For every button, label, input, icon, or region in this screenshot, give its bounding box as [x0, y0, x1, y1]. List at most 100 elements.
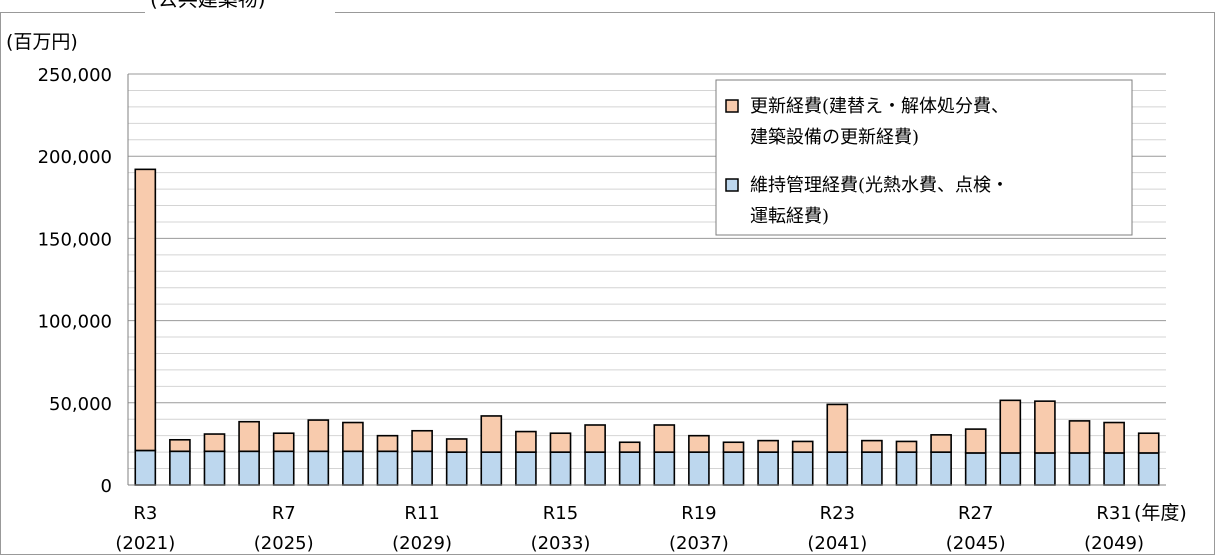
bar-segment-maintenance: [342, 450, 364, 486]
x-tick-year-label: (2033): [531, 533, 591, 554]
bar-segment-maintenance: [826, 451, 849, 486]
bar-segment-maintenance: [618, 451, 641, 486]
bar-segment-update: [411, 429, 433, 453]
y-tick-label: 250,000: [38, 65, 112, 86]
bar-segment-update: [584, 424, 606, 453]
bar-segment-update: [342, 421, 364, 453]
bar-segment-maintenance: [307, 450, 330, 486]
chart-title: (公共建築物): [150, 0, 266, 11]
x-tick-label: R27: [958, 503, 993, 524]
legend-label-maintenance-line1: 維持管理経費(光熱水費、点検・: [750, 175, 1009, 196]
bar-segment-maintenance: [203, 450, 226, 486]
bar-segment-update: [1137, 432, 1160, 454]
bar-segment-maintenance: [964, 452, 987, 486]
bar-segment-update: [1103, 421, 1125, 454]
bar-segment-maintenance: [480, 451, 503, 486]
bar-segment-maintenance: [1068, 452, 1091, 486]
bar-segment-maintenance: [134, 449, 157, 486]
x-tick-year-label: (2029): [392, 533, 452, 554]
bar-segment-update: [999, 399, 1022, 454]
bar-segment-update: [653, 424, 676, 453]
bar-segment-update: [1034, 400, 1056, 454]
x-axis-label: (年度): [1134, 502, 1187, 524]
bar-segment-maintenance: [1103, 452, 1125, 486]
legend-label-update-line2: 建築設備の更新経費): [750, 127, 919, 148]
bar-segment-maintenance: [653, 451, 676, 486]
bar-segment-update: [618, 441, 641, 453]
legend-label-maintenance-line2: 運転経費): [750, 206, 829, 227]
bar-segment-update: [376, 434, 399, 453]
bar-segment-maintenance: [722, 451, 745, 486]
y-tick-label: 200,000: [38, 147, 112, 168]
y-tick-label: 100,000: [38, 312, 112, 333]
bar-segment-maintenance: [1034, 452, 1056, 486]
bar-segment-maintenance: [895, 451, 918, 486]
bar-segment-update: [169, 438, 191, 453]
bar-segment-update: [826, 403, 849, 453]
bar-segment-maintenance: [688, 451, 710, 486]
bar-segment-maintenance: [791, 451, 814, 486]
bar-segment-update: [722, 441, 745, 453]
bar-segment-update: [757, 439, 779, 453]
axes: [127, 74, 1166, 486]
bar-segment-maintenance: [169, 450, 191, 486]
bar-segment-update: [203, 433, 226, 453]
legend-box: [715, 79, 1133, 236]
bar-segment-maintenance: [1137, 452, 1160, 486]
title-mask: [145, 0, 335, 14]
x-tick-year-label: (2049): [1084, 533, 1144, 554]
bar-segment-maintenance: [930, 451, 952, 486]
bar-segment-update: [1068, 420, 1091, 454]
x-tick-label: R15: [543, 503, 578, 524]
x-tick-label: R31: [1096, 503, 1131, 524]
x-tick-year-label: (2025): [254, 533, 314, 554]
x-tick-year-label: (2045): [946, 533, 1006, 554]
y-axis-label: (百万円): [6, 31, 78, 53]
bars: [134, 168, 1160, 486]
y-tick-label: 0: [101, 476, 112, 497]
x-tick-label: R19: [681, 503, 716, 524]
bar-segment-maintenance: [861, 451, 883, 486]
y-tick-label: 150,000: [38, 229, 112, 250]
bar-segment-update: [895, 440, 918, 453]
bar-segment-update: [861, 439, 883, 453]
legend: 更新経費(建替え・解体処分費、 建築設備の更新経費) 維持管理経費(光熱水費、点…: [715, 79, 1133, 236]
x-tick-year-label: (2021): [115, 533, 175, 554]
bar-segment-maintenance: [445, 451, 468, 486]
bar-segment-update: [134, 168, 157, 452]
y-ticks: 0 50,000 100,000 150,000 200,000 250,000: [38, 65, 112, 497]
bar-segment-maintenance: [238, 450, 260, 486]
y-tick-label: 50,000: [49, 394, 112, 415]
bar-segment-update: [964, 428, 987, 454]
legend-swatch-update: [725, 99, 739, 113]
bar-segment-update: [549, 432, 572, 453]
legend-swatch-maintenance: [725, 178, 739, 192]
bar-segment-update: [445, 438, 468, 453]
bar-segment-update: [791, 440, 814, 453]
x-ticks: R3 (2021) R7 (2025) R11 (2029) R15 (2033) R19 (20…: [115, 503, 1144, 554]
x-tick-label: R23: [820, 503, 855, 524]
x-tick-year-label: (2041): [807, 533, 867, 554]
bar-segment-maintenance: [549, 451, 572, 486]
bar-segment-update: [515, 430, 537, 453]
bar-segment-update: [480, 415, 503, 453]
x-tick-label: R11: [404, 503, 439, 524]
bar-segment-update: [930, 434, 952, 453]
x-tick-year-label: (2037): [669, 533, 729, 554]
bar-segment-update: [688, 434, 710, 453]
legend-label-update-line1: 更新経費(建替え・解体処分費、: [750, 96, 1009, 117]
bar-segment-update: [272, 432, 295, 453]
bar-segment-maintenance: [999, 452, 1022, 486]
bar-segment-update: [238, 420, 260, 453]
bar-segment-maintenance: [757, 451, 779, 486]
x-tick-label: R7: [272, 503, 296, 524]
bar-segment-maintenance: [376, 450, 399, 486]
bar-segment-update: [307, 419, 330, 453]
bar-segment-maintenance: [272, 450, 295, 486]
bar-segment-maintenance: [584, 451, 606, 486]
bar-segment-maintenance: [515, 451, 537, 486]
x-tick-label: R3: [133, 503, 157, 524]
bar-segment-maintenance: [411, 450, 433, 486]
